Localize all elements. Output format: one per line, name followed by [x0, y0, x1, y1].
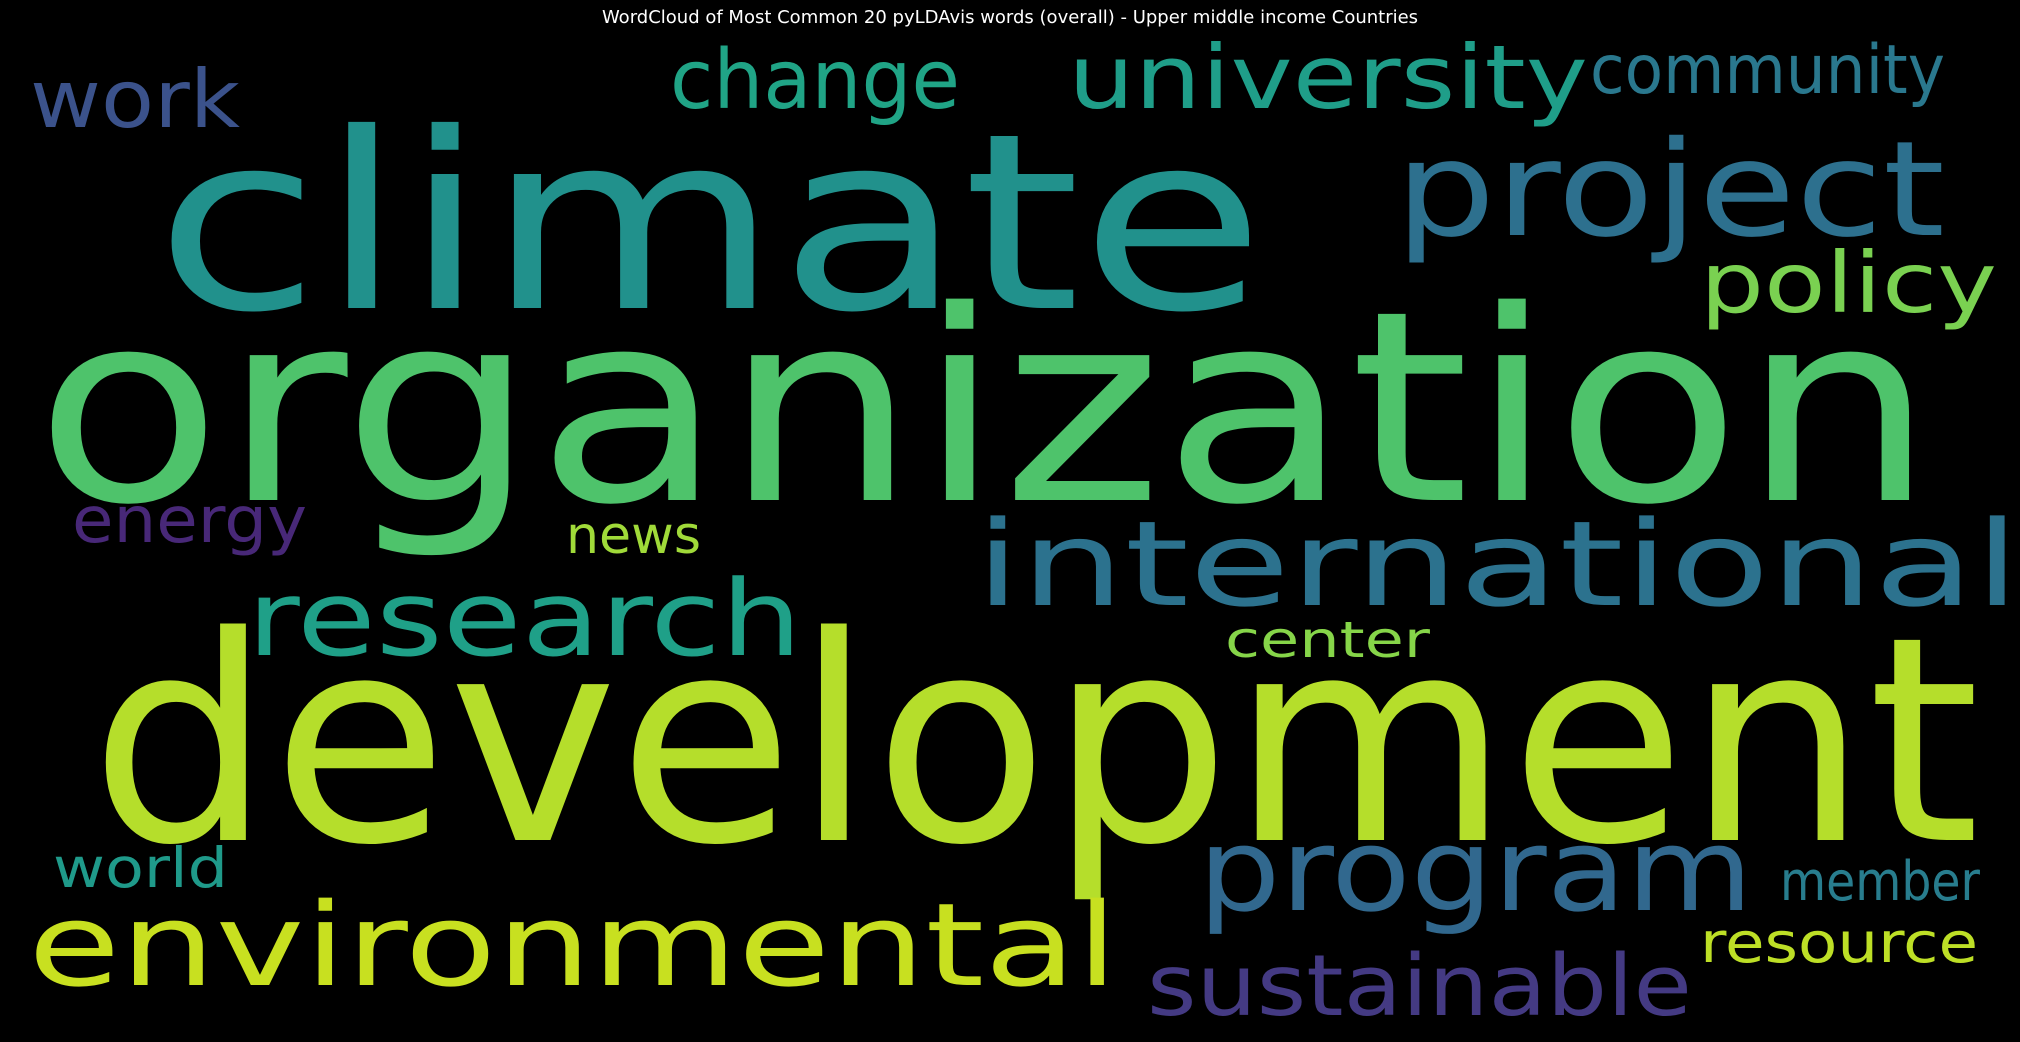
word-policy: policy: [1700, 234, 1997, 332]
word-world: world: [53, 836, 228, 900]
word-news: news: [566, 506, 701, 566]
word-member: member: [1780, 850, 1981, 913]
word-development: development: [90, 576, 1980, 908]
word-energy: energy: [72, 484, 307, 558]
word-research: research: [247, 558, 802, 680]
word-sustainable: sustainable: [1147, 937, 1692, 1036]
word-organization: organization: [35, 255, 1935, 563]
chart-title: WordCloud of Most Common 20 pyLDAvis wor…: [601, 7, 1419, 28]
word-center: center: [1225, 611, 1431, 669]
word-change: change: [670, 33, 960, 128]
word-program: program: [1198, 804, 1753, 938]
word-project: project: [1395, 113, 1945, 267]
word-climate: climate: [155, 81, 1265, 366]
word-international: international: [975, 495, 2020, 633]
word-environmental: environmental: [28, 879, 1118, 1013]
word-work: work: [30, 53, 241, 146]
word-resource: resource: [1700, 911, 1978, 976]
word-community: community: [1590, 31, 1945, 110]
word-university: university: [1068, 26, 1588, 129]
